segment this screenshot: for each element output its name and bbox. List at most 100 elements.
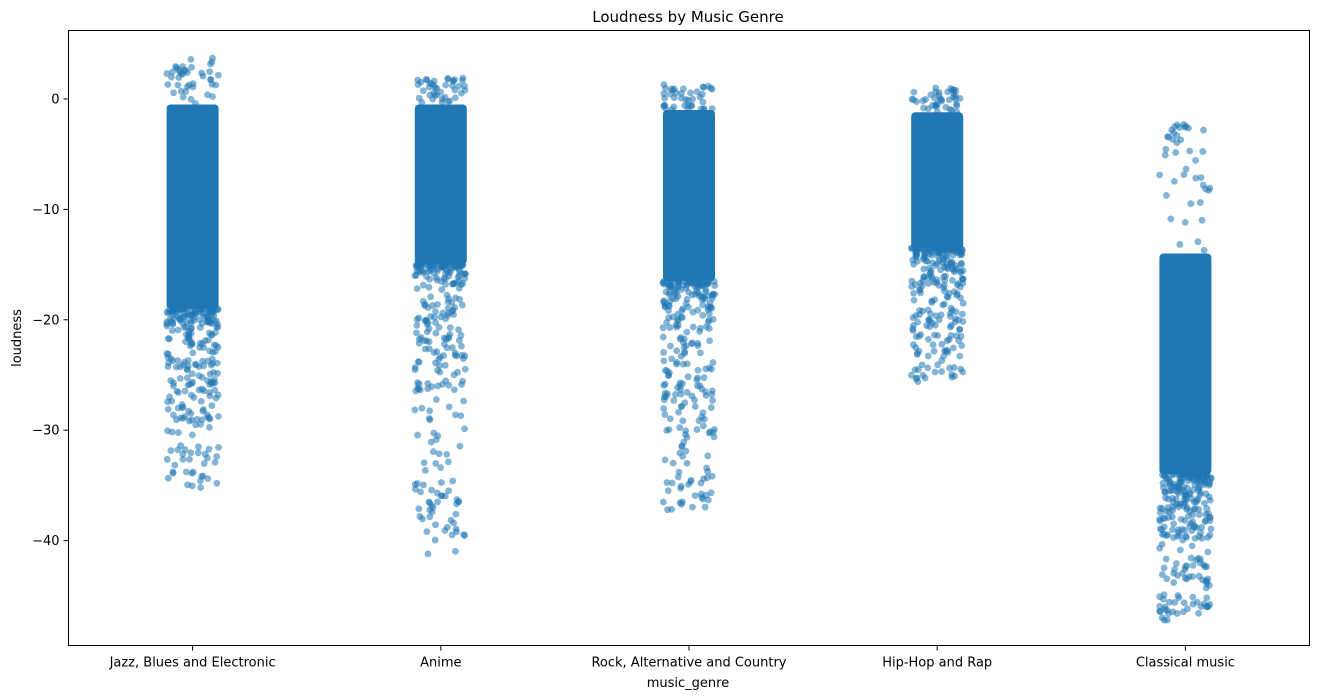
data-point bbox=[693, 426, 701, 433]
data-point bbox=[200, 387, 208, 395]
data-point bbox=[443, 450, 451, 458]
data-point bbox=[424, 550, 432, 558]
data-point bbox=[413, 329, 420, 337]
data-point bbox=[204, 318, 212, 326]
data-point bbox=[922, 257, 930, 265]
data-point bbox=[1195, 506, 1203, 513]
data-point bbox=[704, 452, 712, 460]
data-point bbox=[200, 344, 208, 352]
data-point bbox=[675, 408, 682, 416]
data-point bbox=[919, 97, 927, 105]
data-point bbox=[678, 94, 685, 102]
data-point bbox=[914, 318, 922, 326]
data-point bbox=[685, 288, 693, 296]
data-point bbox=[184, 357, 192, 364]
data-point bbox=[206, 68, 214, 76]
data-point bbox=[916, 311, 924, 319]
data-point bbox=[659, 498, 667, 506]
data-point bbox=[164, 474, 172, 482]
data-point bbox=[1164, 504, 1172, 511]
data-point bbox=[934, 361, 941, 369]
data-point bbox=[206, 415, 214, 423]
data-point bbox=[1175, 526, 1182, 534]
data-point bbox=[908, 95, 916, 103]
data-point bbox=[685, 480, 692, 488]
data-point bbox=[1156, 517, 1164, 525]
data-point bbox=[674, 277, 682, 285]
data-point bbox=[691, 403, 699, 410]
x-axis-label: music_genre bbox=[647, 676, 729, 691]
data-point bbox=[1188, 495, 1195, 502]
data-point bbox=[947, 85, 954, 92]
data-point bbox=[669, 459, 677, 467]
data-point bbox=[955, 316, 962, 324]
data-point bbox=[432, 308, 439, 315]
data-point bbox=[929, 341, 937, 349]
data-point bbox=[929, 259, 937, 267]
data-point bbox=[930, 347, 938, 355]
data-point bbox=[418, 99, 426, 106]
data-point bbox=[449, 280, 456, 288]
data-point bbox=[665, 314, 673, 322]
data-point bbox=[1160, 564, 1168, 572]
data-point bbox=[669, 294, 677, 302]
data-point bbox=[1204, 603, 1212, 610]
data-point bbox=[931, 368, 939, 376]
data-point bbox=[189, 468, 197, 476]
x-axis: Jazz, Blues and Electronic Anime Rock, Alt… bbox=[109, 645, 1235, 671]
data-point bbox=[456, 442, 464, 450]
data-point bbox=[1196, 199, 1204, 206]
data-point bbox=[432, 329, 440, 337]
data-point bbox=[708, 472, 716, 480]
data-point bbox=[704, 468, 712, 476]
data-point bbox=[682, 427, 690, 435]
data-point bbox=[1183, 562, 1191, 570]
data-point bbox=[188, 431, 196, 439]
data-point bbox=[931, 331, 938, 339]
data-point bbox=[700, 415, 708, 423]
data-point bbox=[445, 487, 453, 495]
data-point bbox=[682, 447, 690, 455]
data-point bbox=[1177, 136, 1185, 144]
data-point bbox=[660, 349, 668, 356]
data-point bbox=[670, 397, 678, 404]
data-point bbox=[435, 324, 443, 331]
data-point bbox=[923, 322, 931, 329]
data-point bbox=[423, 328, 431, 336]
data-point bbox=[197, 397, 205, 405]
data-point bbox=[421, 345, 429, 353]
data-point bbox=[958, 251, 966, 259]
data-point bbox=[1180, 488, 1188, 496]
data-point bbox=[698, 90, 706, 98]
data-point bbox=[1183, 505, 1191, 513]
data-point bbox=[411, 485, 419, 493]
data-point bbox=[415, 335, 423, 343]
data-point bbox=[661, 380, 669, 388]
data-point bbox=[433, 276, 441, 284]
data-point bbox=[702, 392, 710, 399]
data-point bbox=[428, 486, 435, 494]
data-point bbox=[956, 326, 964, 334]
data-point bbox=[661, 411, 669, 418]
data-point bbox=[434, 366, 441, 374]
data-point bbox=[667, 278, 675, 286]
data-point bbox=[445, 309, 452, 317]
data-point bbox=[708, 292, 716, 299]
data-point bbox=[417, 488, 424, 496]
data-point bbox=[946, 364, 954, 372]
data-point bbox=[178, 70, 186, 78]
data-point bbox=[192, 309, 200, 317]
data-point bbox=[207, 76, 215, 83]
data-point bbox=[1176, 546, 1184, 554]
data-point bbox=[411, 481, 419, 488]
data-point bbox=[663, 479, 671, 486]
data-point bbox=[420, 481, 427, 489]
data-point bbox=[941, 263, 948, 271]
data-point bbox=[1165, 133, 1172, 141]
data-point bbox=[174, 81, 182, 89]
data-point bbox=[696, 382, 704, 390]
data-point bbox=[704, 82, 712, 90]
data-point bbox=[676, 424, 684, 431]
data-point bbox=[933, 108, 941, 116]
data-point bbox=[169, 468, 177, 476]
